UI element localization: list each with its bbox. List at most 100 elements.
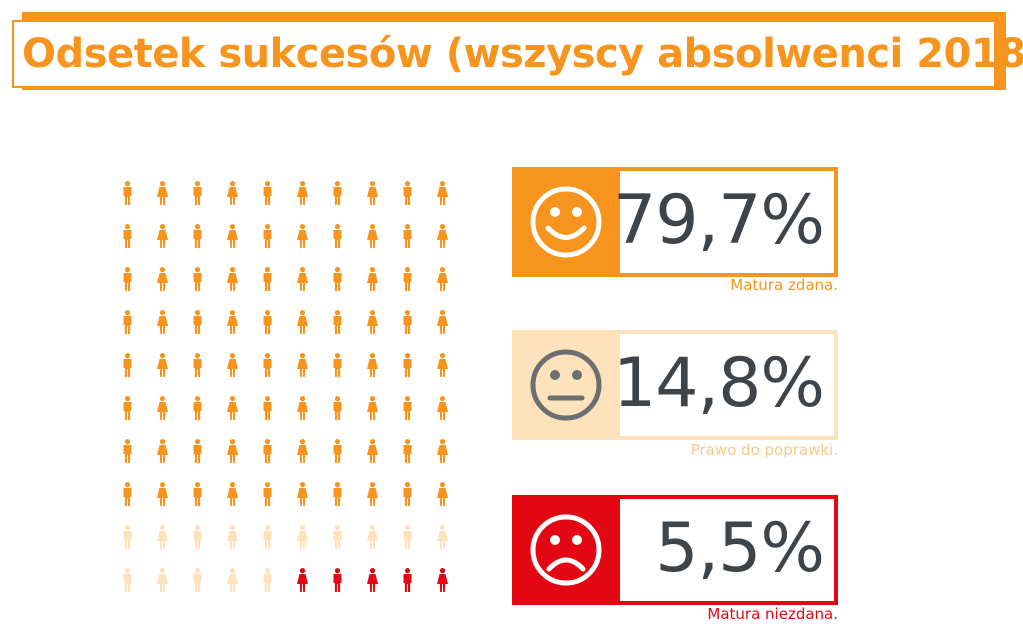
person-icon-passed <box>437 181 448 205</box>
person-icon-passed <box>333 396 342 420</box>
person-icon-passed <box>403 181 412 205</box>
neutral-face-icon <box>512 330 620 440</box>
person-icon-passed <box>297 224 308 248</box>
person-icon-failed <box>403 568 412 592</box>
person-icon-passed <box>403 353 412 377</box>
person-icon-failed <box>333 568 342 592</box>
person-icon-passed <box>123 482 132 506</box>
person-icon-passed <box>193 482 202 506</box>
person-icon-retake <box>263 525 272 549</box>
people-pictogram-grid <box>110 170 460 600</box>
person-icon-retake <box>193 568 202 592</box>
person-icon-passed <box>123 396 132 420</box>
person-icon-passed <box>367 396 378 420</box>
person-icon-passed <box>297 353 308 377</box>
person-icon-passed <box>263 396 272 420</box>
person-icon-passed <box>437 353 448 377</box>
person-icon-passed <box>193 267 202 291</box>
stat-value-box: 79,7% <box>613 171 834 273</box>
title-frame <box>12 20 996 88</box>
person-icon-passed <box>157 267 168 291</box>
person-icon-failed <box>367 568 378 592</box>
person-icon-passed <box>403 482 412 506</box>
person-icon-passed <box>367 181 378 205</box>
person-icon-passed <box>193 439 202 463</box>
person-icon-passed <box>157 439 168 463</box>
person-icon-retake <box>437 525 448 549</box>
person-icon-passed <box>437 396 448 420</box>
person-icon-passed <box>403 267 412 291</box>
stat-value-box: 14,8% <box>613 334 834 436</box>
person-icon-passed <box>193 353 202 377</box>
person-icon-passed <box>123 267 132 291</box>
person-icon-passed <box>367 439 378 463</box>
person-icon-passed <box>297 310 308 334</box>
person-icon-passed <box>333 353 342 377</box>
person-icon-retake <box>123 525 132 549</box>
person-icon-passed <box>367 310 378 334</box>
person-icon-passed <box>193 310 202 334</box>
person-icon-passed <box>403 396 412 420</box>
person-icon-passed <box>157 310 168 334</box>
person-icon-passed <box>403 310 412 334</box>
person-icon-passed <box>437 310 448 334</box>
person-icon-retake <box>297 525 308 549</box>
person-icon-passed <box>403 439 412 463</box>
person-icon-passed <box>403 224 412 248</box>
caption-failed: Matura niezdana. <box>707 605 838 623</box>
person-icon-retake <box>123 568 132 592</box>
person-icon-retake <box>157 568 168 592</box>
person-icon-passed <box>263 181 272 205</box>
person-icon-retake <box>367 525 378 549</box>
person-icon-passed <box>367 482 378 506</box>
person-icon-retake <box>193 525 202 549</box>
person-icon-passed <box>227 439 238 463</box>
person-icon-passed <box>123 310 132 334</box>
person-icon-passed <box>123 353 132 377</box>
person-icon-passed <box>367 267 378 291</box>
person-icon-passed <box>157 224 168 248</box>
person-icon-passed <box>333 482 342 506</box>
person-icon-passed <box>333 310 342 334</box>
person-icon-passed <box>263 482 272 506</box>
stat-card-passed: 79,7% <box>512 167 838 277</box>
person-icon-passed <box>227 353 238 377</box>
stat-value-failed: 5,5% <box>655 508 825 588</box>
person-icon-passed <box>263 267 272 291</box>
person-icon-passed <box>367 353 378 377</box>
person-icon-passed <box>157 482 168 506</box>
stat-value-passed: 79,7% <box>612 180 825 260</box>
person-icon-retake <box>227 568 238 592</box>
person-icon-passed <box>123 439 132 463</box>
person-icon-passed <box>297 396 308 420</box>
person-icon-passed <box>157 396 168 420</box>
person-icon-failed <box>437 568 448 592</box>
person-icon-passed <box>193 396 202 420</box>
person-icon-passed <box>367 224 378 248</box>
person-icon-passed <box>437 482 448 506</box>
person-icon-retake <box>227 525 238 549</box>
person-icon-passed <box>333 224 342 248</box>
smile-face-icon <box>512 167 620 277</box>
stat-card-retake: 14,8% <box>512 330 838 440</box>
person-icon-passed <box>193 224 202 248</box>
sad-face-icon <box>512 495 620 605</box>
person-icon-passed <box>227 310 238 334</box>
person-icon-passed <box>437 224 448 248</box>
person-icon-passed <box>333 181 342 205</box>
person-icon-retake <box>333 525 342 549</box>
page-title: Odsetek sukcesów (wszyscy absolwenci 201… <box>22 31 1023 77</box>
person-icon-passed <box>437 267 448 291</box>
caption-retake: Prawo do poprawki. <box>690 441 838 459</box>
person-icon-passed <box>193 181 202 205</box>
person-icon-failed <box>297 568 308 592</box>
person-icon-passed <box>227 224 238 248</box>
person-icon-passed <box>227 482 238 506</box>
person-icon-passed <box>123 224 132 248</box>
person-icon-passed <box>157 181 168 205</box>
caption-passed: Matura zdana. <box>730 276 838 294</box>
person-icon-passed <box>157 353 168 377</box>
person-icon-passed <box>263 439 272 463</box>
person-icon-retake <box>263 568 272 592</box>
person-icon-passed <box>227 396 238 420</box>
